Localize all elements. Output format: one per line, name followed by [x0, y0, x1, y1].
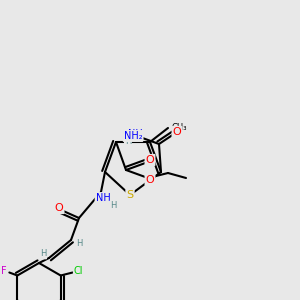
- Text: F: F: [1, 266, 6, 277]
- Text: S: S: [126, 190, 134, 200]
- Text: H: H: [40, 250, 46, 259]
- Text: CH₃: CH₃: [172, 124, 188, 133]
- Text: NH: NH: [128, 129, 142, 139]
- Text: O: O: [172, 127, 182, 137]
- Text: H: H: [110, 202, 116, 211]
- Text: O: O: [146, 155, 154, 165]
- Text: O: O: [55, 203, 63, 213]
- Text: NH: NH: [96, 193, 110, 203]
- Text: NH₂: NH₂: [124, 131, 142, 141]
- Text: H: H: [76, 239, 82, 248]
- Text: H: H: [125, 137, 131, 146]
- Text: Cl: Cl: [74, 266, 83, 277]
- Text: O: O: [146, 175, 154, 185]
